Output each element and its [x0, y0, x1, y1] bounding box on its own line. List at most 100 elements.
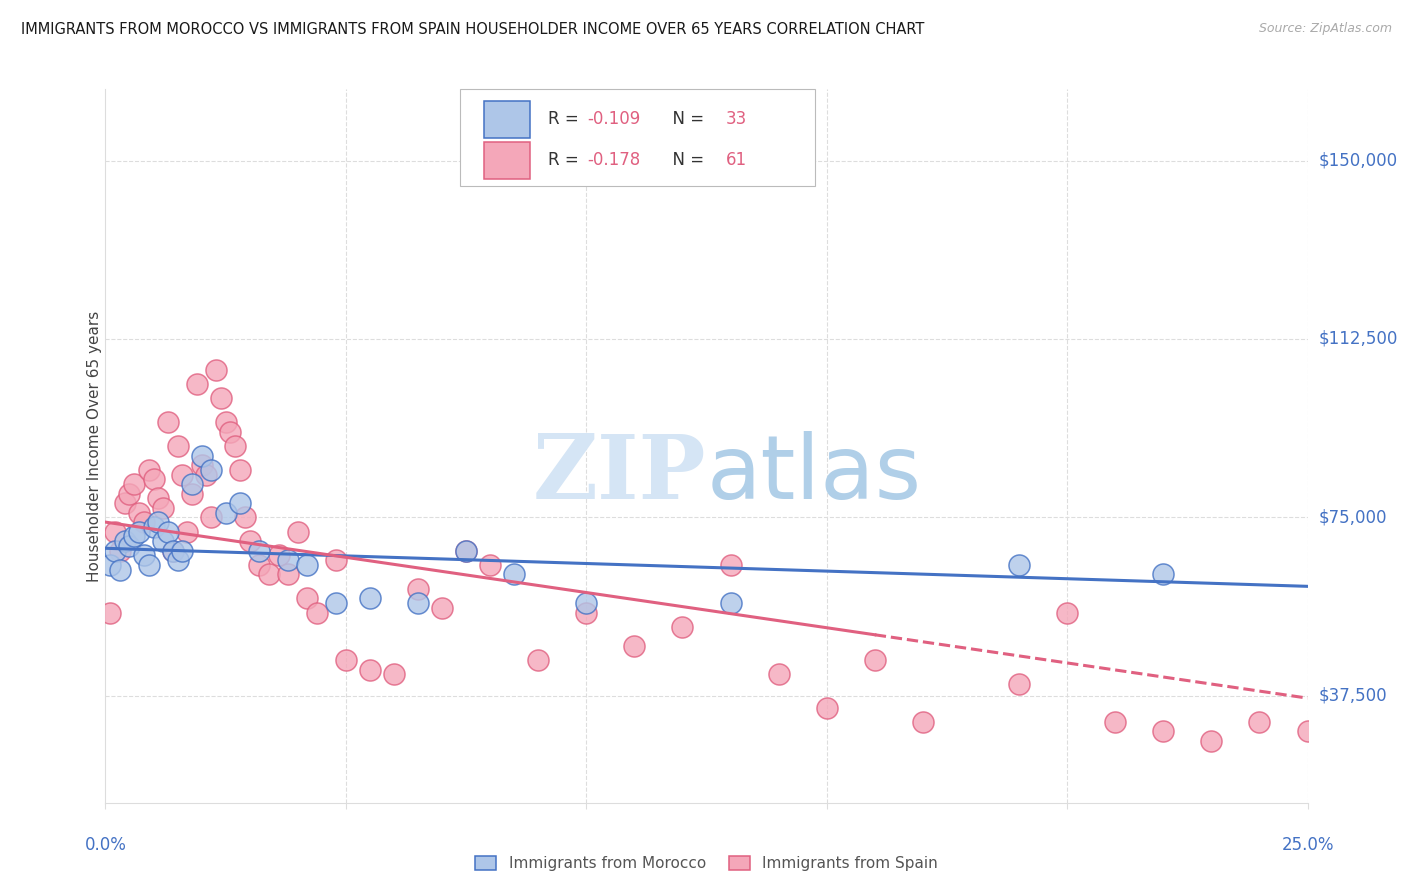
Point: [430, 600, 453, 615]
Point: [172, 543, 194, 558]
Point: [138, 558, 160, 572]
Text: R =: R =: [548, 111, 583, 128]
Point: [128, 506, 150, 520]
Text: $37,500: $37,500: [1319, 687, 1388, 705]
Point: [138, 463, 160, 477]
Point: [575, 596, 598, 610]
Point: [156, 524, 179, 539]
Point: [297, 558, 319, 572]
Point: [214, 415, 236, 429]
Point: [325, 596, 347, 610]
Point: [335, 653, 357, 667]
Point: [229, 463, 252, 477]
Point: [166, 439, 188, 453]
Point: [142, 472, 165, 486]
Point: [575, 606, 598, 620]
Point: [181, 486, 204, 500]
Point: [172, 467, 194, 482]
Point: [214, 506, 236, 520]
Point: [503, 567, 526, 582]
Point: [287, 524, 309, 539]
Text: $112,500: $112,500: [1319, 330, 1398, 348]
Point: [98, 606, 121, 620]
Point: [118, 486, 141, 500]
Point: [233, 510, 256, 524]
Point: [527, 653, 550, 667]
Point: [176, 524, 198, 539]
Point: [911, 714, 934, 729]
Point: [152, 500, 174, 515]
Point: [277, 553, 299, 567]
Point: [128, 524, 150, 539]
Point: [1008, 558, 1031, 572]
Point: [124, 529, 146, 543]
Point: [247, 543, 270, 558]
Point: [124, 477, 146, 491]
Text: R =: R =: [548, 152, 583, 169]
Point: [200, 463, 222, 477]
Point: [104, 543, 127, 558]
Point: [114, 534, 136, 549]
Text: 0.0%: 0.0%: [84, 836, 127, 855]
Point: [454, 543, 477, 558]
Y-axis label: Householder Income Over 65 years: Householder Income Over 65 years: [87, 310, 101, 582]
Point: [1008, 677, 1031, 691]
Text: IMMIGRANTS FROM MOROCCO VS IMMIGRANTS FROM SPAIN HOUSEHOLDER INCOME OVER 65 YEAR: IMMIGRANTS FROM MOROCCO VS IMMIGRANTS FR…: [21, 22, 925, 37]
Point: [267, 549, 290, 563]
Point: [671, 620, 693, 634]
Point: [190, 449, 212, 463]
Point: [156, 415, 179, 429]
Text: $75,000: $75,000: [1319, 508, 1388, 526]
Point: [1201, 734, 1223, 748]
Point: [1152, 724, 1174, 739]
Text: 33: 33: [725, 111, 747, 128]
Point: [186, 377, 208, 392]
Point: [359, 663, 381, 677]
Text: -0.109: -0.109: [588, 111, 641, 128]
Point: [162, 543, 184, 558]
Point: [1056, 606, 1078, 620]
Point: [200, 510, 222, 524]
Point: [720, 558, 742, 572]
Point: [132, 549, 155, 563]
Text: $150,000: $150,000: [1319, 152, 1398, 169]
Point: [305, 606, 328, 620]
Point: [142, 520, 165, 534]
Point: [1152, 567, 1174, 582]
FancyBboxPatch shape: [484, 142, 530, 179]
FancyBboxPatch shape: [460, 89, 814, 186]
Point: [815, 700, 838, 714]
Point: [1296, 724, 1319, 739]
Point: [277, 567, 299, 582]
Point: [209, 392, 232, 406]
Text: atlas: atlas: [707, 431, 922, 518]
Point: [297, 591, 319, 606]
Point: [768, 667, 790, 681]
Point: [479, 558, 502, 572]
Point: [239, 534, 262, 549]
Point: [195, 467, 218, 482]
Point: [382, 667, 405, 681]
Point: [205, 363, 228, 377]
Point: [1249, 714, 1271, 729]
Point: [148, 515, 170, 529]
Point: [108, 563, 131, 577]
Point: [359, 591, 381, 606]
Point: [1104, 714, 1126, 729]
Text: 25.0%: 25.0%: [1281, 836, 1334, 855]
Point: [190, 458, 212, 472]
Point: [162, 543, 184, 558]
Point: [406, 582, 429, 596]
Point: [114, 496, 136, 510]
Point: [166, 553, 188, 567]
Point: [863, 653, 886, 667]
Point: [406, 596, 429, 610]
Text: N =: N =: [662, 152, 710, 169]
Point: [118, 539, 141, 553]
Text: -0.178: -0.178: [588, 152, 641, 169]
Point: [454, 543, 477, 558]
Legend: Immigrants from Morocco, Immigrants from Spain: Immigrants from Morocco, Immigrants from…: [468, 850, 945, 877]
Point: [720, 596, 742, 610]
Point: [152, 534, 174, 549]
Point: [325, 553, 347, 567]
